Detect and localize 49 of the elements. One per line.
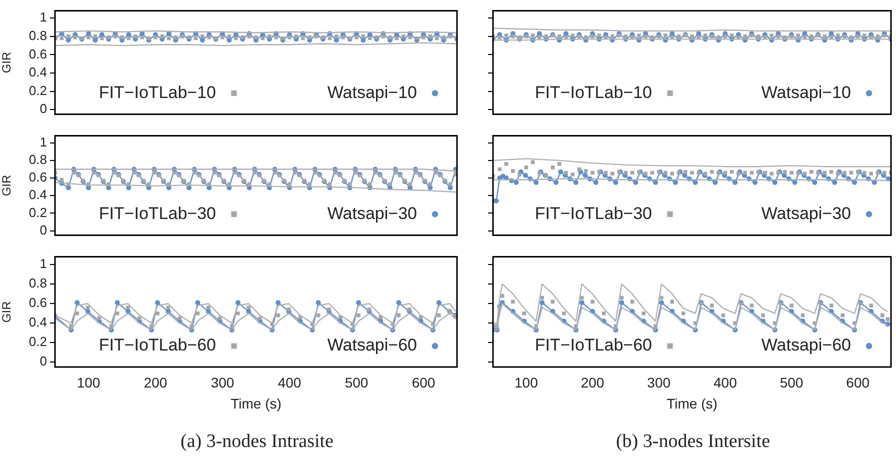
x-tick-label: 200 xyxy=(580,374,604,390)
text: (a) 3-nodes Intrasite xyxy=(180,431,334,453)
legend-label: Watsapi−30 xyxy=(761,204,851,223)
legend-label: FIT−IoTLab−30 xyxy=(534,204,652,223)
y-tick-label: 0.8 xyxy=(28,152,47,168)
y-axis-title: GIR xyxy=(0,174,14,196)
legend-label: FIT−IoTLab−60 xyxy=(98,336,216,355)
y-tick-label: 0 xyxy=(40,222,47,238)
legend-label: Watsapi−30 xyxy=(327,204,417,223)
y-tick-label: 0.8 xyxy=(28,276,47,291)
x-tick-label: 300 xyxy=(647,374,671,390)
legend-label: FIT−IoTLab−60 xyxy=(534,336,652,355)
y-tick-label: 0.4 xyxy=(28,64,47,80)
y-tick-label: 0.4 xyxy=(28,187,47,202)
x-tick-label: 600 xyxy=(846,374,870,390)
legend-label: FIT−IoTLab−10 xyxy=(98,82,216,102)
x-tick-label: 200 xyxy=(144,374,168,390)
y-axis-title: GIR xyxy=(0,300,14,323)
y-tick-label: 0.6 xyxy=(28,46,47,62)
y-tick-label: 0.6 xyxy=(28,170,47,185)
x-tick-label: 500 xyxy=(344,374,368,390)
y-tick-label: 0 xyxy=(40,101,47,116)
x-tick-label: 300 xyxy=(210,374,234,390)
legend-label: Watsapi−60 xyxy=(761,336,851,355)
legend-label: FIT−IoTLab−30 xyxy=(98,204,216,223)
y-tick-label: 0.2 xyxy=(28,334,47,350)
x-tick-label: 400 xyxy=(278,374,302,390)
y-tick-label: 1 xyxy=(40,134,47,150)
x-tick-label: 500 xyxy=(780,374,804,390)
x-tick-label: 100 xyxy=(514,374,538,390)
y-axis-title: GIR xyxy=(0,52,14,74)
legend-label: Watsapi−10 xyxy=(327,82,417,102)
x-axis-title: Time (s) xyxy=(666,395,718,412)
y-tick-label: 0.2 xyxy=(28,82,47,98)
y-tick-label: 0.6 xyxy=(28,295,47,310)
legend-label: Watsapi−10 xyxy=(761,82,851,102)
y-tick-label: 0.8 xyxy=(28,28,47,43)
legend-label: FIT−IoTLab−10 xyxy=(534,82,652,102)
x-tick-label: 600 xyxy=(412,374,436,390)
y-tick-label: 1 xyxy=(40,256,47,272)
x-tick-label: 400 xyxy=(713,374,738,390)
y-tick-label: 0.2 xyxy=(28,204,47,220)
legend-label: Watsapi−60 xyxy=(327,336,417,355)
y-tick-label: 0 xyxy=(40,354,47,369)
text: (b) 3-nodes Intersite xyxy=(614,431,772,453)
x-tick-label: 100 xyxy=(76,374,100,390)
y-tick-label: 1 xyxy=(40,10,47,25)
y-tick-label: 0.4 xyxy=(28,314,47,330)
x-axis-title: Time (s) xyxy=(230,395,282,412)
